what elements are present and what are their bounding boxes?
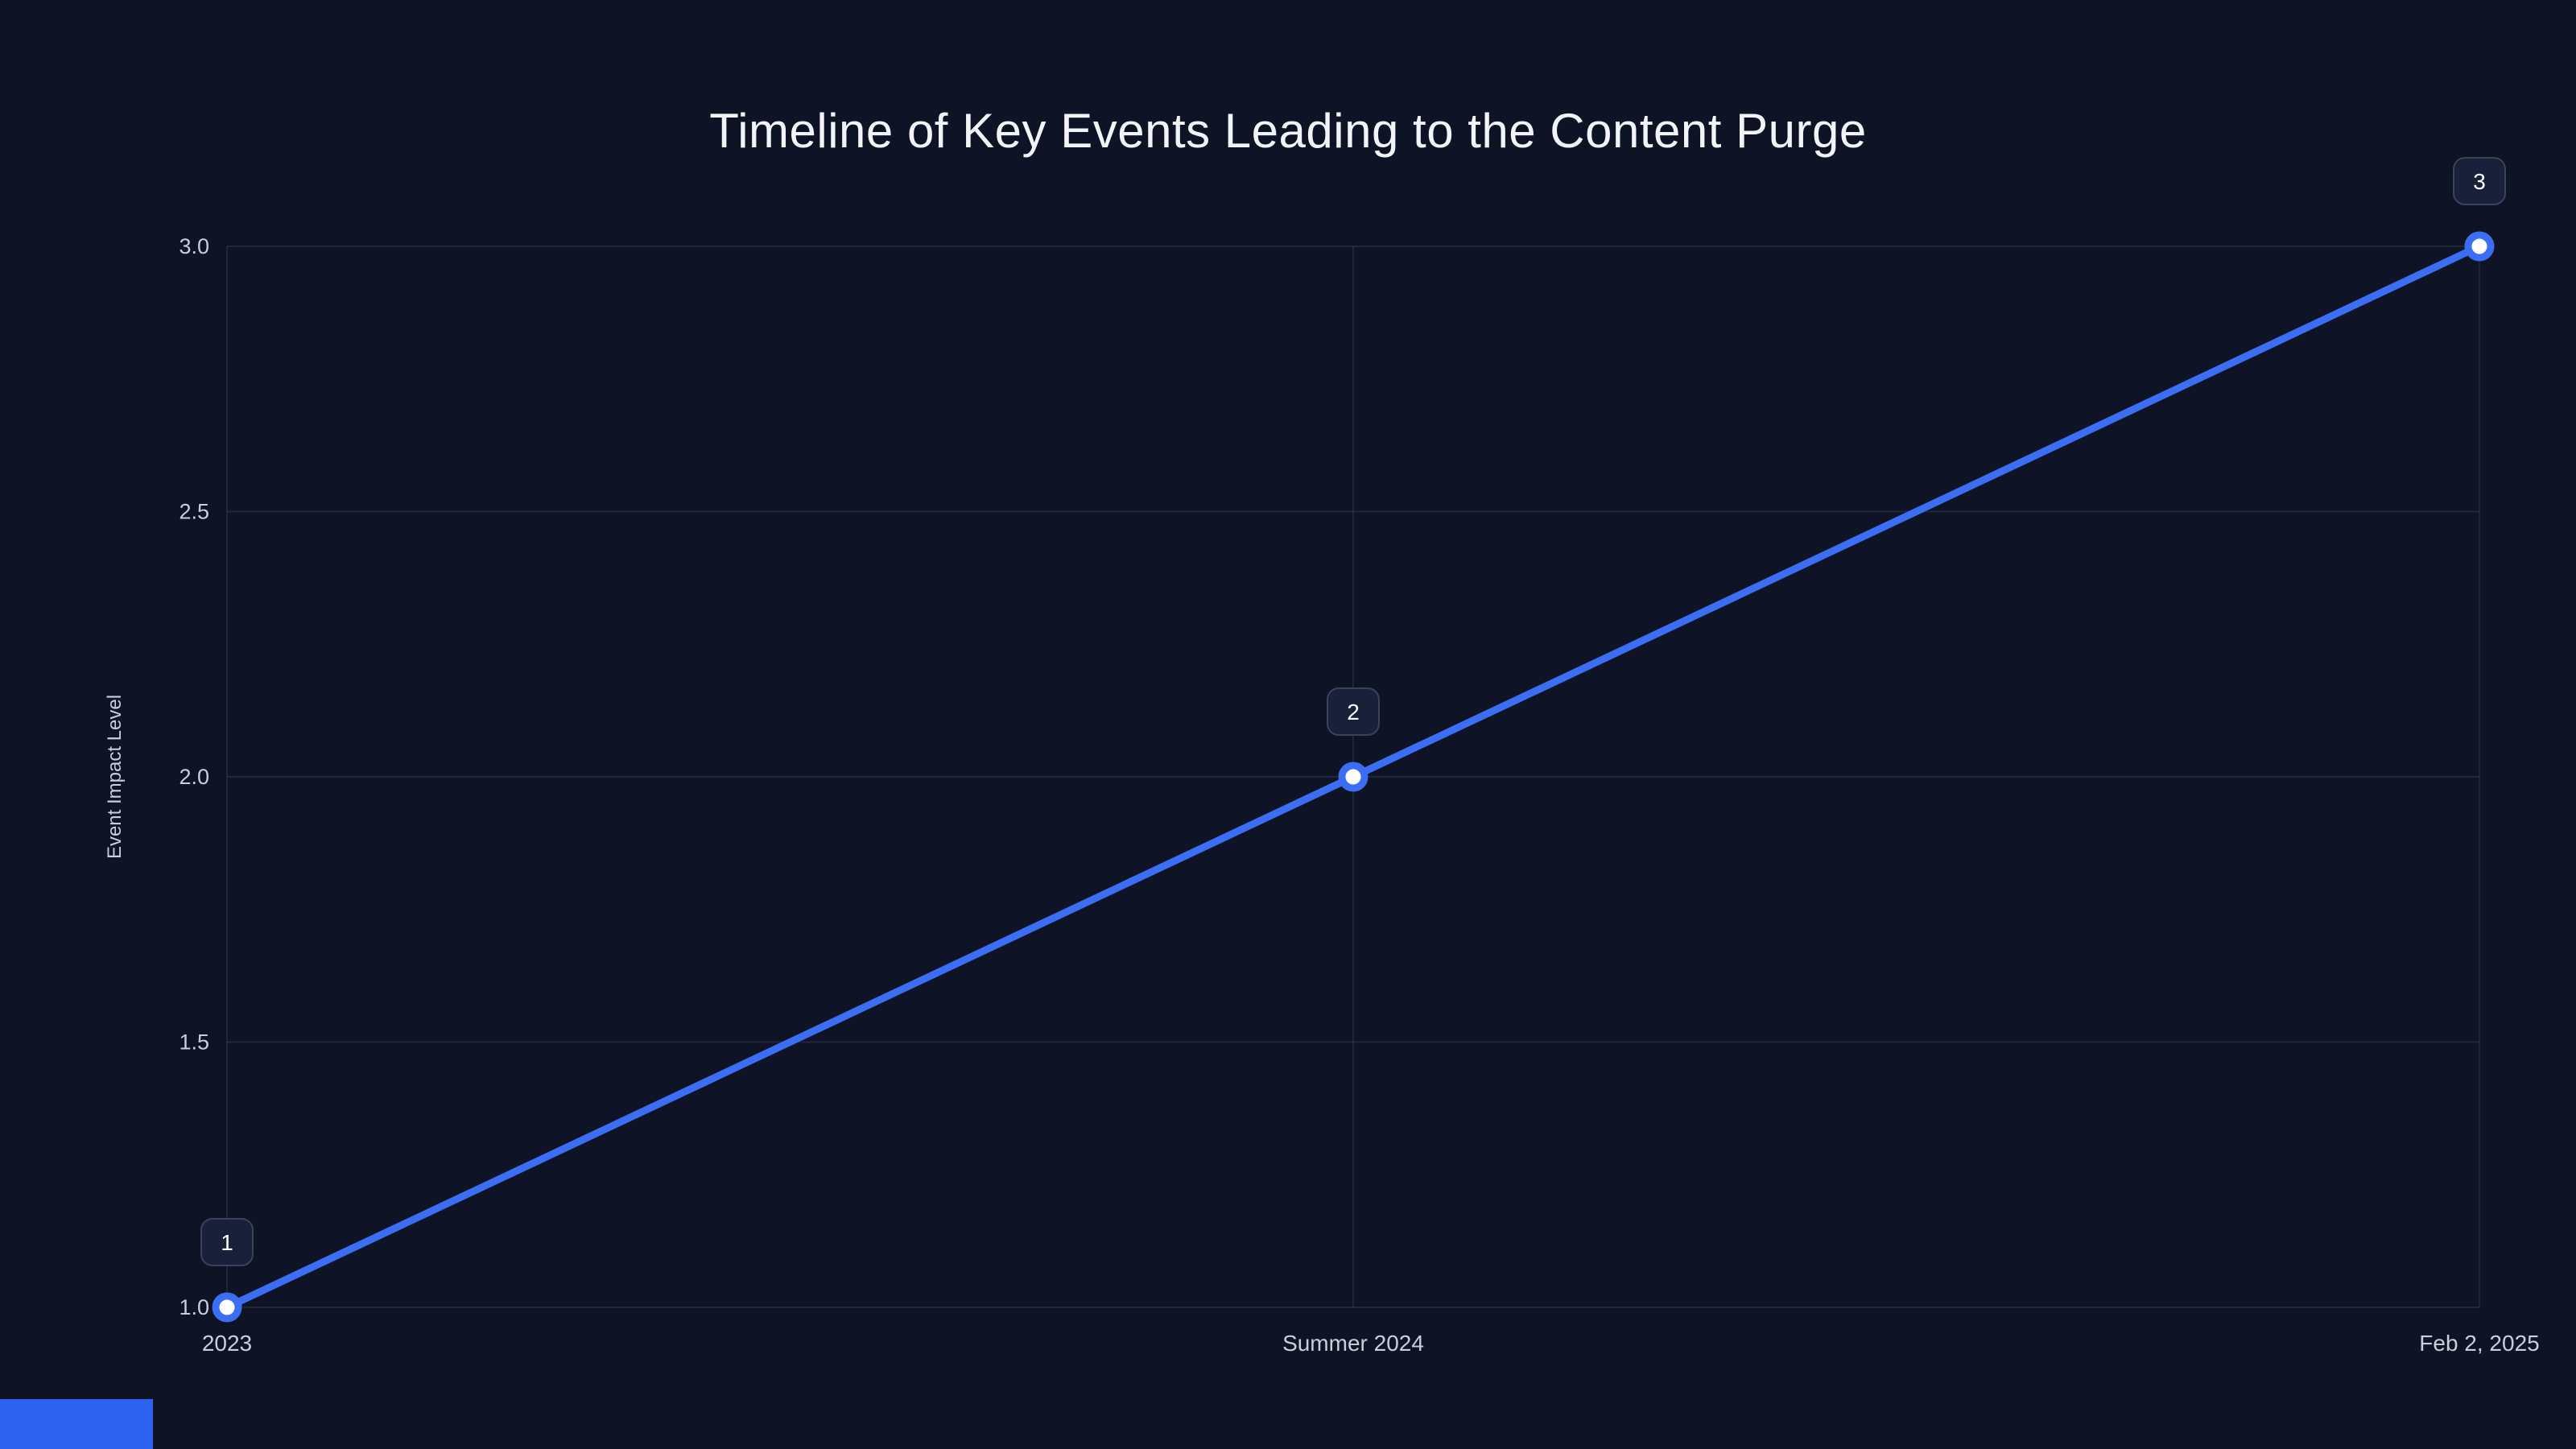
point-label-text: 3: [2473, 169, 2486, 194]
point-label-text: 1: [221, 1230, 233, 1255]
point-label-badge: [1327, 687, 1380, 736]
chart-title: Timeline of Key Events Leading to the Co…: [709, 104, 1867, 158]
y-tick-label: 2.5: [179, 500, 209, 524]
data-point-marker[interactable]: [1338, 762, 1368, 792]
y-tick-label: 1.5: [179, 1030, 209, 1055]
data-point-marker[interactable]: [212, 1292, 242, 1323]
y-tick-label: 2.0: [179, 765, 209, 789]
point-label-text: 2: [1347, 700, 1360, 724]
x-tick-label: Summer 2024: [1282, 1331, 1424, 1356]
point-label-badge: [200, 1218, 254, 1266]
x-tick-label: 2023: [202, 1331, 252, 1356]
data-point-marker[interactable]: [2464, 231, 2495, 262]
x-tick-label: Feb 2, 2025: [2419, 1331, 2539, 1356]
bottom-left-blue-bar: [0, 1399, 153, 1449]
point-label-badge: [2453, 157, 2506, 205]
y-tick-label: 3.0: [179, 234, 209, 258]
y-tick-label: 1.0: [179, 1295, 209, 1319]
